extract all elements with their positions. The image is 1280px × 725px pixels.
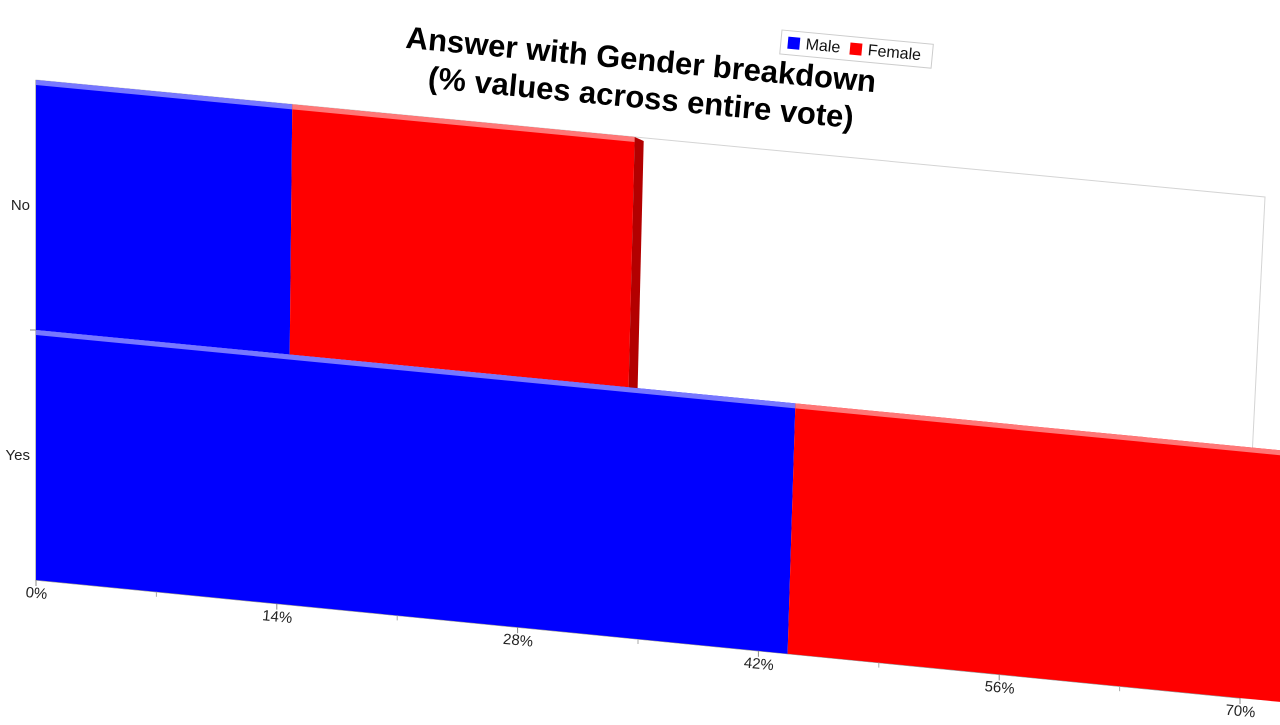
bar-male-no xyxy=(36,80,293,355)
x-tick-label: 28% xyxy=(502,631,533,651)
bar-male-yes xyxy=(36,330,796,654)
legend-label-female: Female xyxy=(867,42,922,64)
x-tick-label: 14% xyxy=(261,607,292,627)
x-tick-label: 42% xyxy=(743,654,774,674)
category-label-yes: Yes xyxy=(6,447,30,464)
category-label-no: No xyxy=(11,197,30,214)
x-tick-label: 70% xyxy=(1225,702,1256,720)
bar-side-no xyxy=(628,137,644,390)
legend: Male Female xyxy=(779,29,934,69)
x-tick-label: 0% xyxy=(25,584,48,603)
bar-top-female-yes xyxy=(795,403,1280,456)
x-tick-label: 56% xyxy=(984,678,1015,698)
bar-female-yes xyxy=(787,403,1280,702)
legend-swatch-male xyxy=(787,36,801,50)
bar-female-no xyxy=(289,104,635,388)
bar-top-male-yes xyxy=(36,330,796,409)
legend-label-male: Male xyxy=(805,36,841,56)
legend-swatch-female xyxy=(849,42,863,56)
bar-top-female-no xyxy=(292,104,635,142)
bar-top-male-no xyxy=(36,80,293,110)
